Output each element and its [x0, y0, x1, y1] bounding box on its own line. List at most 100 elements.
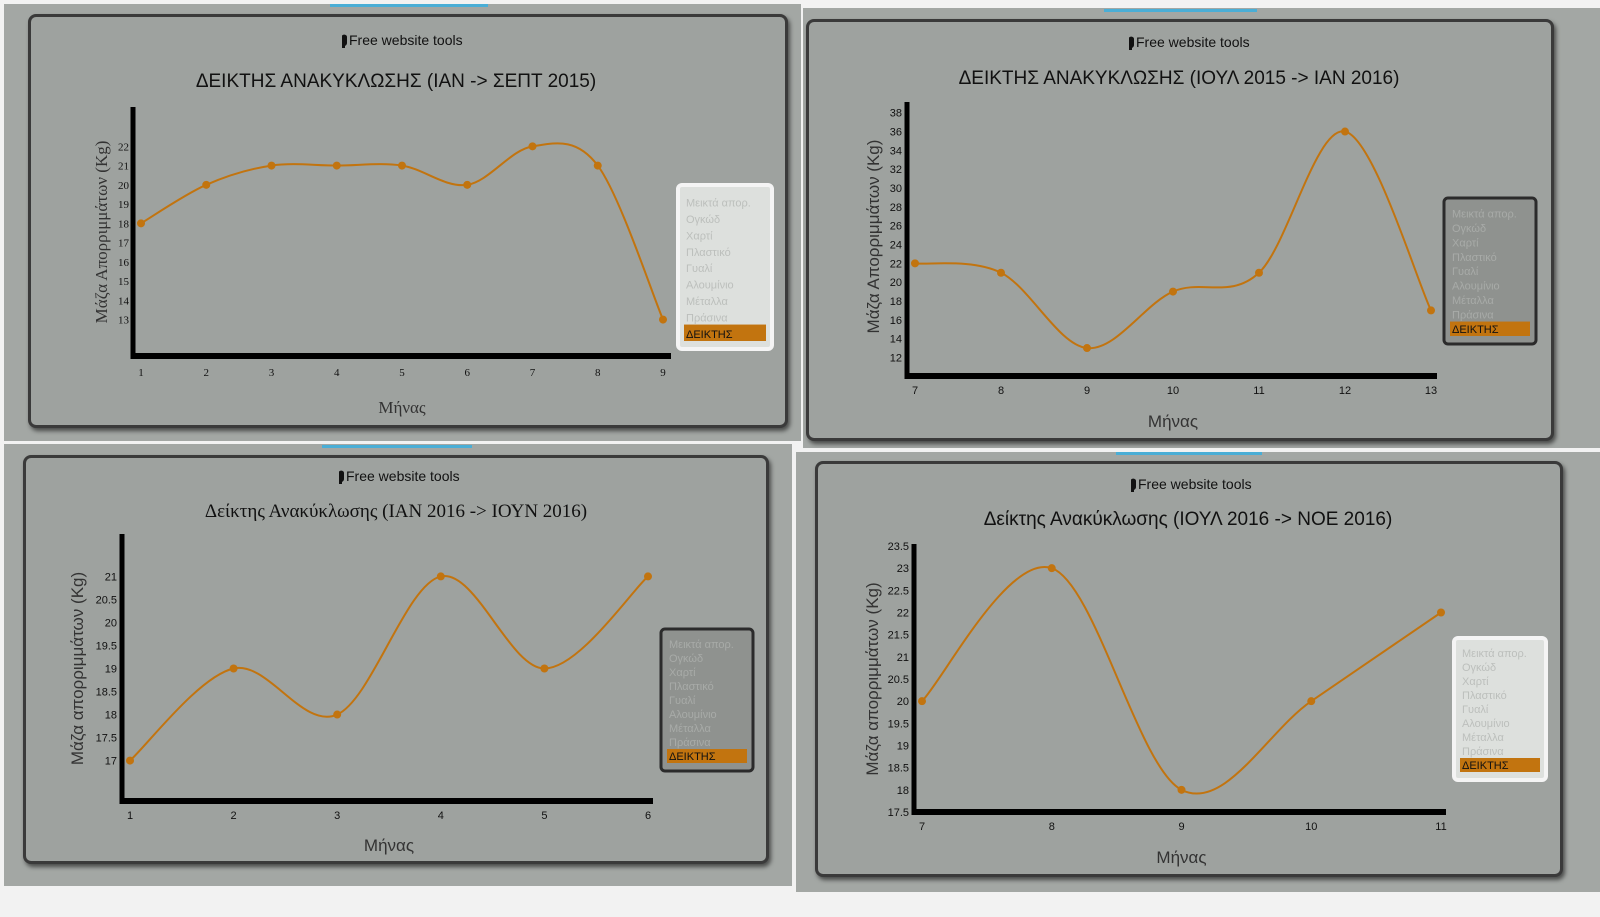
data-point-8 [659, 315, 667, 324]
legend-box [676, 183, 774, 351]
x-tick-label-0: 1 [127, 810, 133, 822]
x-tick-label-6: 13 [1425, 385, 1437, 397]
y-tick-label-13: 38 [890, 108, 902, 120]
free-tools-banner: Free website tools [1129, 34, 1250, 50]
x-tick-label-1: 8 [1049, 821, 1055, 833]
chart-4: Free website tools Δείκτης Ανακύκλωσης (Ι… [863, 476, 1548, 867]
hand-icon [342, 34, 347, 48]
x-tick-label-4: 5 [541, 810, 547, 822]
y-tick-label-7: 21 [897, 652, 909, 664]
y-tick-label-12: 36 [890, 127, 902, 139]
legend-highlight [667, 749, 747, 763]
data-point-3 [1307, 697, 1316, 706]
legend-item-3: Πλαστικό [669, 681, 714, 693]
hand-icon-stem [1129, 45, 1132, 50]
data-point-3 [332, 161, 341, 170]
legend-item-8: ΔΕΙΚΤΗΣ [669, 751, 716, 763]
hand-icon [1129, 36, 1134, 50]
legend-item-4: Γυαλί [669, 695, 696, 707]
series-line [921, 566, 1442, 795]
y-tick-label-8: 28 [890, 202, 902, 214]
x-tick-label-5: 6 [465, 367, 471, 379]
legend-item-3: Πλαστικό [686, 247, 731, 259]
x-tick-label-2: 3 [334, 810, 340, 822]
data-point-6 [528, 142, 537, 151]
legend-highlight [1460, 758, 1540, 772]
legend-item-7: Πράσινα [1452, 310, 1494, 322]
y-tick-label-4: 17 [118, 238, 130, 250]
chart-title: ΔΕΙΚΤΗΣ ΑΝΑΚΥΚΛΩΣΗΣ (ΙΟΥΛ 2015 -> ΙΑΝ 20… [959, 68, 1400, 89]
data-point-6 [1427, 306, 1435, 315]
x-tick-label-0: 7 [919, 821, 925, 833]
data-point-2 [267, 161, 276, 170]
y-tick-label-4: 19.5 [888, 718, 909, 730]
legend-item-6: Μέταλλα [1452, 295, 1494, 307]
legend-item-7: Πράσινα [686, 313, 728, 325]
y-axis-title: Μάζα Απορριμμάτων (Kg) [864, 140, 883, 334]
legend-item-2: Χαρτί [1462, 676, 1489, 688]
y-tick-label-0: 12 [890, 352, 902, 364]
x-axis-title: Μήνας [1156, 848, 1206, 867]
legend-item-3: Πλαστικό [1452, 252, 1497, 264]
y-tick-label-9: 30 [890, 183, 902, 195]
data-point-1 [997, 268, 1005, 277]
legend-item-8: ΔΕΙΚΤΗΣ [686, 329, 733, 341]
x-tick-label-2: 9 [1084, 385, 1090, 397]
y-tick-label-5: 20 [897, 696, 909, 708]
x-tick-label-2: 3 [269, 367, 275, 379]
data-point-5 [644, 572, 652, 581]
y-tick-label-5: 18 [118, 218, 130, 230]
x-tick-label-1: 2 [231, 810, 237, 822]
legend-item-0: Μεικτά απορ. [686, 197, 751, 209]
y-axis-title: Μάζα Απορριμμάτων (Kg) [92, 141, 111, 324]
y-tick-label-6: 20 [105, 617, 117, 629]
y-tick-label-2: 18 [105, 710, 117, 722]
legend-item-0: Μεικτά απορ. [1462, 648, 1527, 660]
y-tick-label-11: 34 [890, 145, 902, 157]
legend-item-1: Ογκώδ [1452, 223, 1486, 235]
legend: Μεικτά απορ. Ογκώδ Χαρτί Πλαστικό Γυαλί Αλουμ… [659, 627, 755, 773]
legend: Μεικτά απορ. Ογκώδ Χαρτί Πλαστικό Γυαλί Αλουμ… [676, 183, 774, 351]
y-tick-label-0: 17.5 [888, 807, 909, 819]
data-point-4 [540, 664, 549, 673]
data-point-1 [202, 180, 211, 189]
x-tick-label-0: 7 [912, 385, 918, 397]
hand-icon-stem [342, 43, 345, 48]
free-tools-label: Free website tools [349, 32, 463, 48]
data-point-2 [1083, 344, 1091, 353]
y-tick-label-7: 26 [890, 221, 902, 233]
free-tools-banner: Free website tools [339, 468, 460, 484]
x-axis-title: Μήνας [364, 836, 414, 855]
legend-highlight [684, 324, 766, 341]
y-tick-label-10: 22.5 [888, 585, 909, 597]
y-tick-label-6: 20.5 [888, 674, 909, 686]
y-tick-label-4: 19 [105, 664, 117, 676]
y-tick-label-6: 19 [118, 199, 130, 211]
y-tick-label-8: 21 [105, 571, 117, 583]
y-tick-label-9: 22 [897, 608, 909, 620]
legend-item-6: Μέταλλα [669, 723, 711, 735]
chart-title: ΔΕΙΚΤΗΣ ΑΝΑΚΥΚΛΩΣΗΣ (ΙΑΝ -> ΣΕΠΤ 2015) [196, 71, 596, 92]
data-point-2 [333, 710, 342, 719]
y-axis-title: Μάζα απορριμμάτων (Kg) [68, 572, 87, 765]
x-tick-label-3: 10 [1167, 385, 1179, 397]
x-tick-label-3: 4 [438, 810, 444, 822]
data-point-1 [229, 664, 238, 673]
data-point-0 [911, 259, 919, 268]
hand-icon-stem [1131, 487, 1134, 492]
y-tick-label-12: 23.5 [888, 541, 909, 553]
free-tools-label: Free website tools [1138, 476, 1252, 492]
x-tick-label-3: 4 [334, 367, 340, 379]
y-tick-label-3: 16 [118, 257, 130, 269]
data-point-1 [1047, 564, 1056, 573]
legend-item-0: Μεικτά απορ. [669, 639, 734, 651]
y-tick-label-3: 18.5 [96, 687, 117, 699]
hand-icon [339, 470, 344, 484]
legend-item-2: Χαρτί [686, 230, 713, 242]
legend-item-2: Χαρτί [1452, 237, 1479, 249]
accent-bar-1 [330, 4, 488, 7]
legend-item-5: Αλουμίνιο [669, 709, 717, 721]
legend-item-8: ΔΕΙΚΤΗΣ [1452, 324, 1499, 336]
y-tick-label-3: 19 [897, 741, 909, 753]
chart-title: Δείκτης Ανακύκλωσης (ΙΑΝ 2016 -> ΙΟΥΝ 20… [205, 501, 587, 522]
